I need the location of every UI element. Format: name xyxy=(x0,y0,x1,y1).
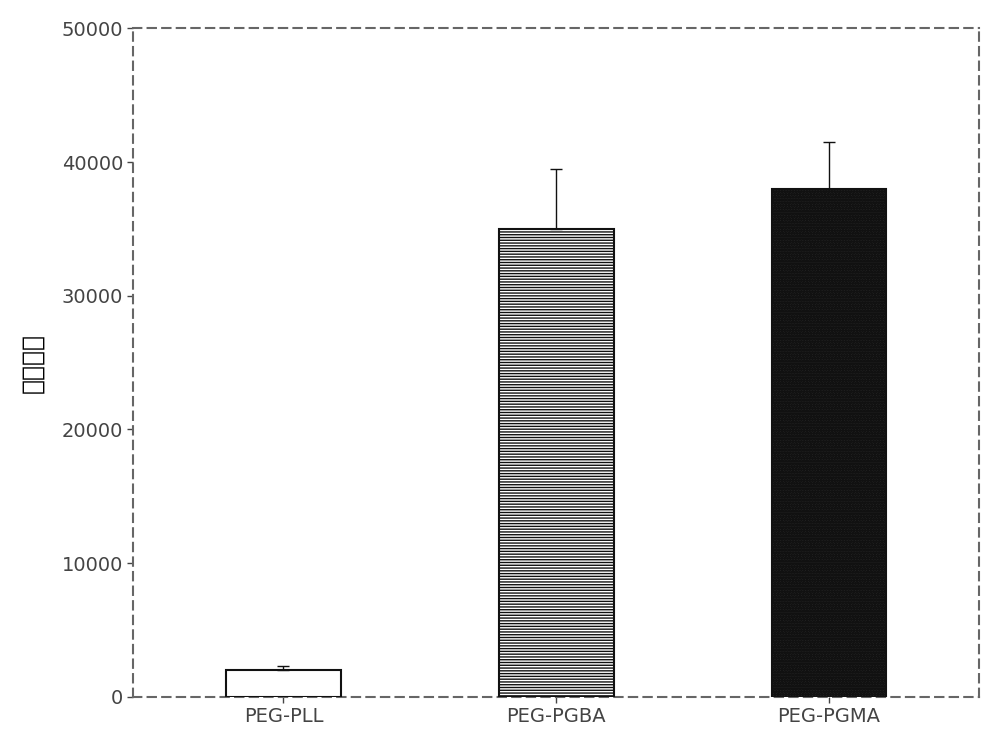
Bar xyxy=(499,229,614,697)
Y-axis label: 基因表达: 基因表达 xyxy=(21,332,45,392)
Bar xyxy=(226,670,341,697)
Bar xyxy=(772,189,886,697)
